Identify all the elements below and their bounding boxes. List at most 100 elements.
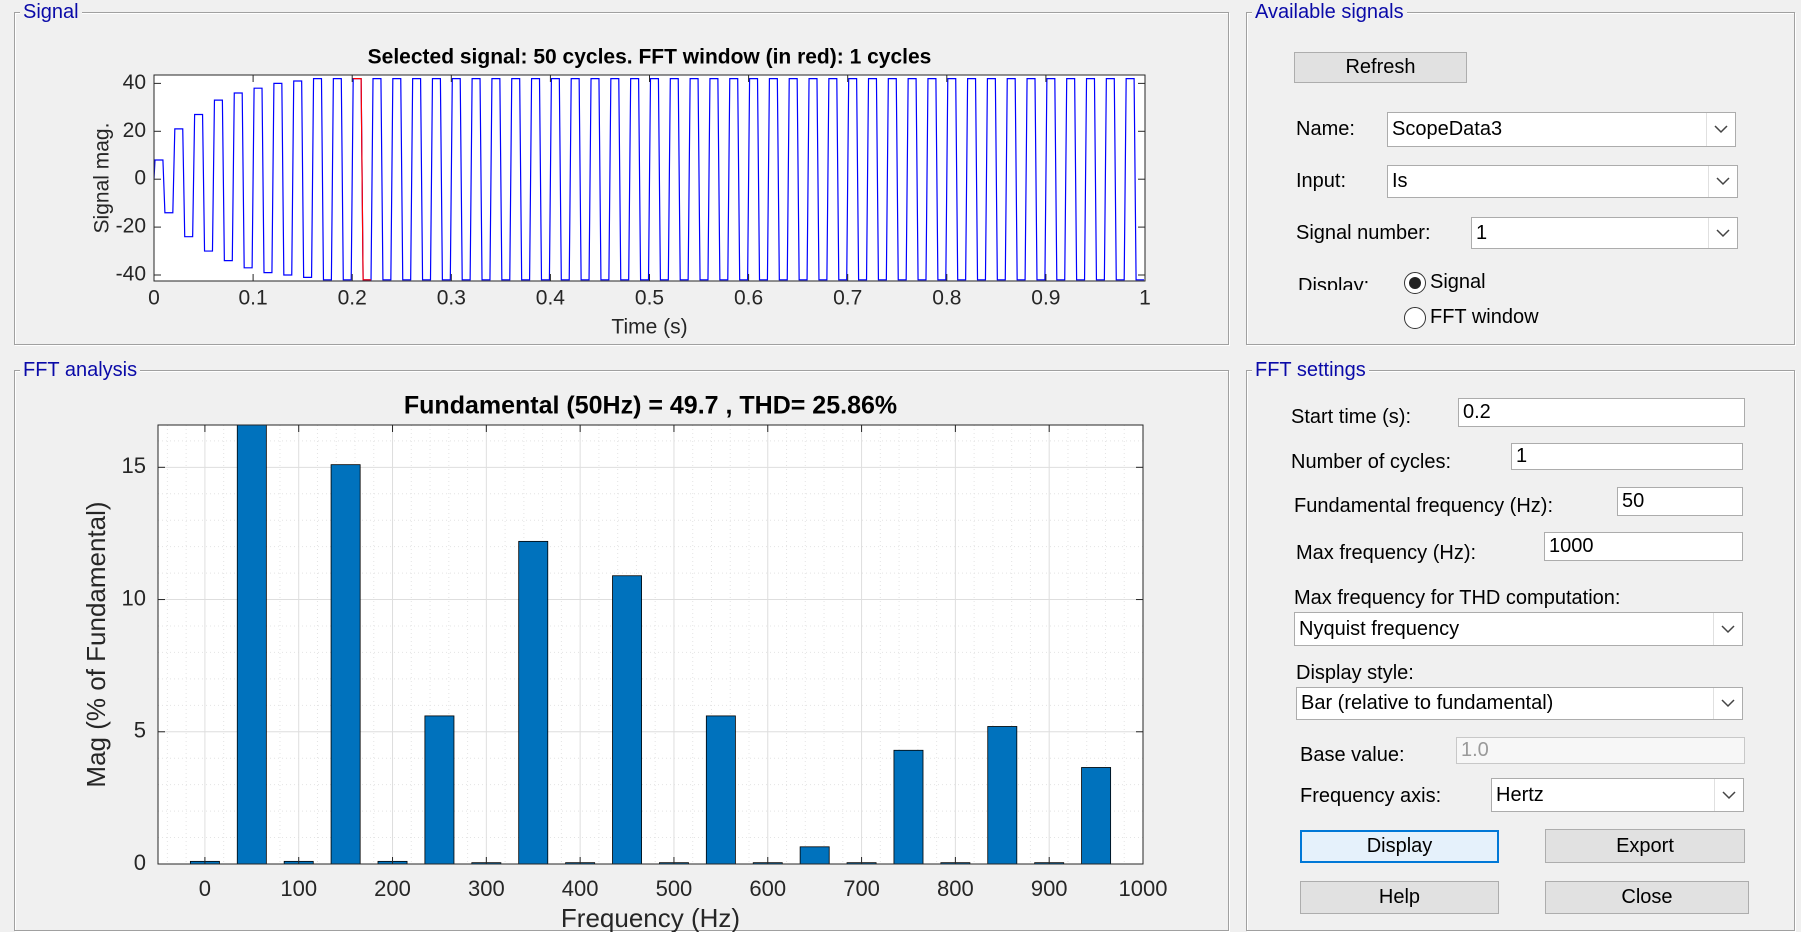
- x-axis-label: Time (s): [611, 316, 687, 339]
- x-tick-label: 300: [468, 876, 505, 901]
- radio-label: Signal: [1430, 271, 1486, 293]
- x-tick-label: 0.9: [1031, 287, 1060, 310]
- name-label: Name:: [1296, 118, 1355, 140]
- dropdown-value: Is: [1392, 170, 1408, 192]
- signal-panel: Signal: [14, 0, 1229, 345]
- chevron: [1722, 790, 1736, 799]
- radio-dot: [1404, 271, 1426, 294]
- panel-title: FFT analysis: [20, 358, 141, 382]
- y-tick-label: 10: [122, 585, 146, 610]
- dropdown-value: Bar (relative to fundamental): [1301, 692, 1554, 714]
- y-tick-label: 0: [134, 850, 146, 875]
- frequency-axis-label: Frequency axis:: [1300, 785, 1442, 807]
- display-label-clip: Display:: [1298, 274, 1398, 290]
- input-dropdown[interactable]: Is: [1387, 165, 1738, 198]
- bar: [799, 846, 830, 864]
- dropdown-arrow: [1706, 113, 1735, 146]
- chart-title: Fundamental (50Hz) = 49.7 , THD= 25.86%: [404, 392, 897, 420]
- display-button[interactable]: Display: [1300, 830, 1499, 863]
- x-tick-label: 0.5: [635, 287, 664, 310]
- x-tick-label: 0.3: [437, 287, 466, 310]
- x-tick-label: 400: [562, 876, 599, 901]
- x-tick-label: 0.4: [536, 287, 566, 310]
- radio-option[interactable]: FFT window: [1404, 306, 1539, 329]
- bar: [330, 464, 361, 864]
- export-button[interactable]: Export: [1545, 829, 1745, 863]
- plot-area: [158, 425, 1143, 864]
- x-tick-label: 900: [1031, 876, 1068, 901]
- max-frequency-label: Max frequency (Hz):: [1296, 542, 1477, 564]
- base-value-label: Base value:: [1300, 744, 1405, 766]
- dropdown-value: 1: [1476, 221, 1488, 244]
- x-tick-label: 0.8: [932, 287, 961, 310]
- x-tick-label: 0.7: [833, 287, 862, 310]
- x-tick-label: 700: [843, 876, 880, 901]
- max-frequency-input[interactable]: 1000: [1544, 532, 1743, 561]
- dropdown-value: ScopeData3: [1392, 118, 1503, 140]
- dropdown-value: Nyquist frequency: [1299, 617, 1460, 640]
- display-style-label: Display style:: [1296, 662, 1414, 684]
- help-button[interactable]: Help: [1300, 881, 1499, 914]
- signal-number-dropdown[interactable]: 1: [1471, 217, 1738, 249]
- bar: [518, 540, 549, 864]
- signal-line: [353, 77, 372, 281]
- x-tick-label: 0: [199, 876, 211, 901]
- bar: [893, 749, 924, 864]
- x-tick-label: 800: [937, 876, 974, 901]
- thd-dropdown[interactable]: Nyquist frequency: [1294, 612, 1743, 646]
- x-tick-label: 100: [280, 876, 317, 901]
- y-tick-label: -40: [116, 263, 146, 286]
- frequency-axis-dropdown[interactable]: Hertz: [1491, 778, 1744, 812]
- fft-analysis-panel: FFT analysis: [14, 358, 1229, 931]
- dropdown-arrow: [1714, 779, 1743, 811]
- dropdown-arrow: [1708, 218, 1737, 248]
- radio-dot: [1404, 306, 1426, 329]
- cycles-input[interactable]: 1: [1511, 443, 1743, 470]
- y-tick-label: 0: [134, 167, 146, 190]
- x-tick-label: 200: [374, 876, 411, 901]
- thd-label: Max frequency for THD computation:: [1294, 587, 1621, 609]
- available-signals-panel: Available signals: [1246, 0, 1795, 345]
- y-tick-label: -20: [116, 215, 146, 238]
- bar: [612, 575, 642, 864]
- chevron: [1721, 624, 1735, 633]
- display-label: Display:: [1298, 275, 1370, 290]
- signal-line: [154, 77, 1145, 281]
- bar: [987, 726, 1018, 864]
- bar: [236, 425, 267, 864]
- radio-label: FFT window: [1430, 306, 1539, 328]
- close-button[interactable]: Close: [1545, 881, 1749, 914]
- chevron: [1721, 699, 1735, 708]
- x-tick-label: 500: [656, 876, 693, 901]
- signal-number-label: Signal number:: [1296, 222, 1431, 244]
- display-style-dropdown[interactable]: Bar (relative to fundamental): [1296, 687, 1743, 720]
- y-tick-label: 5: [134, 718, 146, 743]
- dropdown-value: Hertz: [1496, 783, 1544, 806]
- y-axis-label: Mag (% of Fundamental): [81, 501, 111, 787]
- panel-title: FFT settings: [1252, 358, 1369, 382]
- refresh-button[interactable]: Refresh: [1294, 52, 1467, 83]
- name-dropdown[interactable]: ScopeData3: [1387, 112, 1736, 147]
- chart-title: Selected signal: 50 cycles. FFT window (…: [368, 46, 932, 69]
- x-tick-label: 0.6: [734, 287, 763, 310]
- input-label: Input:: [1296, 170, 1347, 192]
- x-tick-label: 0.1: [238, 287, 267, 310]
- x-tick-label: 0.2: [338, 287, 367, 310]
- start-time-input[interactable]: 0.2: [1458, 398, 1745, 427]
- x-tick-label: 1000: [1119, 876, 1168, 901]
- fft-settings-panel: FFT settings: [1246, 358, 1795, 931]
- bar: [705, 715, 736, 864]
- x-tick-label: 600: [749, 876, 786, 901]
- start-time-label: Start time (s):: [1291, 406, 1412, 428]
- y-tick-label: 40: [123, 71, 146, 94]
- panel-title: Signal: [20, 0, 82, 24]
- x-axis-label: Frequency (Hz): [561, 903, 740, 932]
- fundamental-input[interactable]: 50: [1617, 487, 1743, 516]
- chevron: [1716, 228, 1730, 237]
- cycles-label: Number of cycles:: [1291, 451, 1452, 473]
- x-tick-label: 1: [1139, 287, 1151, 310]
- dropdown-arrow: [1708, 166, 1737, 197]
- radio-option[interactable]: Signal: [1404, 271, 1486, 294]
